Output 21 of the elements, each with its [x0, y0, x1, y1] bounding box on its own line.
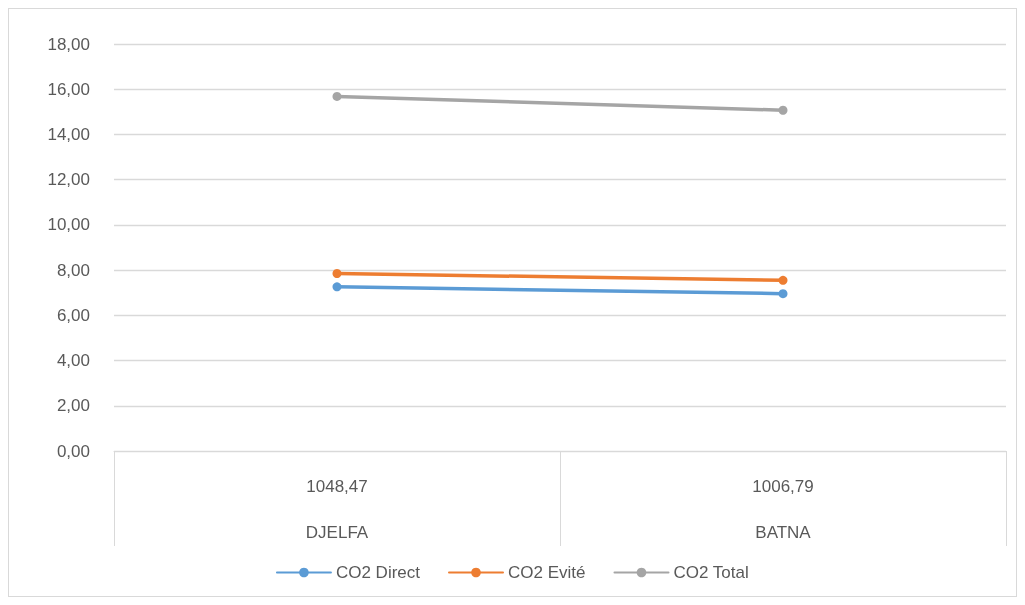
y-tick-label: 10,00	[47, 215, 90, 235]
y-tick-label: 6,00	[56, 305, 90, 325]
point	[332, 269, 342, 278]
legend-label: CO2 Evité	[508, 563, 586, 582]
legend-label: CO2 Direct	[335, 563, 421, 582]
y-tick-label: 14,00	[47, 124, 90, 144]
y-tick-label: 16,00	[47, 79, 90, 99]
point	[332, 91, 342, 101]
category-label: 1006,79 BATNA	[752, 476, 814, 542]
y-tick-label: 8,00	[56, 260, 90, 280]
point	[778, 289, 788, 299]
y-tick-label: 2,00	[56, 396, 90, 416]
y-tick-label: 18,00	[47, 34, 90, 54]
category-label: 1048,47 DJELFA	[305, 476, 369, 542]
point	[778, 105, 788, 115]
legend-label: CO2 Total	[673, 563, 749, 582]
point	[332, 282, 342, 292]
point	[778, 275, 788, 285]
y-tick-label: 12,00	[47, 170, 90, 190]
y-tick-label: 4,00	[56, 351, 90, 371]
y-tick-label: 0,00	[56, 441, 90, 461]
